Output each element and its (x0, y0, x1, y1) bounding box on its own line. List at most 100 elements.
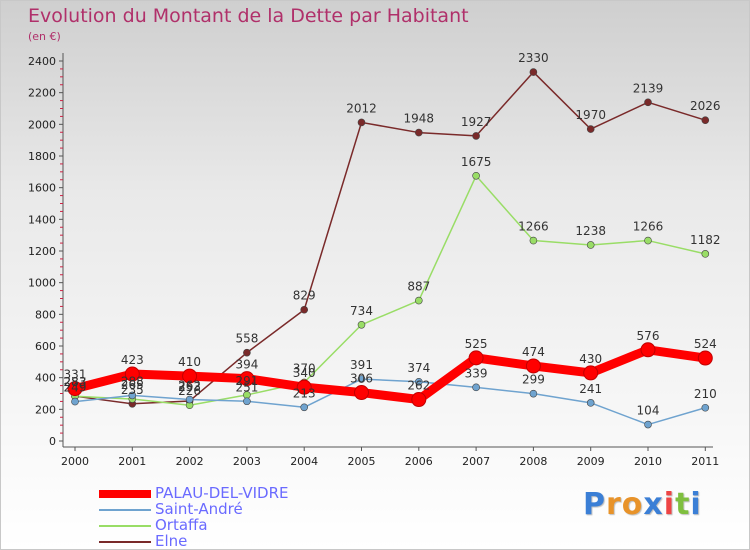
data-point (354, 385, 369, 401)
data-label: 291 (235, 374, 258, 388)
data-label: 2012 (346, 101, 377, 115)
data-label: 887 (407, 280, 430, 294)
data-point (357, 118, 366, 127)
data-point (472, 383, 480, 392)
data-point (701, 403, 710, 412)
data-label: 829 (293, 289, 316, 303)
data-point (586, 399, 595, 407)
data-label: 2330 (518, 51, 549, 65)
x-tick-label: 2002 (176, 455, 204, 468)
data-point (644, 420, 652, 429)
data-label: 339 (465, 366, 488, 380)
data-label: 391 (350, 358, 373, 372)
data-label: 1970 (575, 108, 606, 122)
legend-swatch (99, 490, 151, 498)
series-line (74, 175, 707, 406)
data-label: 251 (235, 380, 258, 394)
x-tick-label: 2003 (233, 455, 261, 468)
data-point (185, 395, 194, 404)
data-point (296, 379, 312, 395)
data-label: 734 (350, 304, 373, 318)
data-label: 1675 (461, 155, 492, 169)
data-point (472, 132, 480, 140)
series-palau-del-vidre (67, 342, 713, 408)
data-point (529, 236, 538, 245)
data-label: 1266 (633, 220, 664, 234)
data-label: 525 (465, 337, 488, 351)
data-label: 1927 (461, 115, 492, 129)
data-label: 283 (64, 375, 87, 389)
data-point (239, 371, 255, 387)
x-tick-label: 2007 (462, 455, 490, 468)
data-point (701, 116, 710, 125)
data-label: 2139 (633, 81, 664, 95)
data-point (71, 397, 79, 406)
y-tick-label: 2200 (28, 87, 56, 100)
series-line (70, 345, 710, 405)
y-tick-label: 600 (35, 340, 56, 353)
legend-label: Elne (155, 532, 188, 550)
x-tick-label: 2009 (577, 455, 605, 468)
data-point (357, 320, 366, 329)
data-point (414, 296, 423, 305)
data-point (128, 391, 137, 400)
data-point (529, 389, 538, 398)
x-tick-label: 2000 (61, 455, 89, 468)
data-label: 265 (121, 378, 144, 392)
data-label: 213 (293, 386, 316, 400)
x-tick-label: 2010 (634, 455, 662, 468)
x-tick-label: 2006 (405, 455, 433, 468)
data-point (67, 381, 83, 397)
data-label: 430 (579, 352, 602, 366)
data-label: 241 (579, 382, 602, 396)
data-label: 253 (178, 380, 201, 394)
data-label: 104 (637, 404, 660, 418)
y-tick-label: 1800 (28, 150, 56, 163)
data-point (472, 171, 480, 180)
legend-swatch (99, 541, 151, 543)
legend-label: PALAU-DEL-VIDRE (155, 484, 289, 502)
data-label: 1948 (404, 112, 435, 126)
data-label: 288 (121, 374, 144, 388)
data-point (640, 342, 656, 358)
data-label: 331 (64, 368, 87, 382)
y-tick-label: 1600 (28, 182, 56, 195)
proxiti-logo: Proxiti (583, 487, 702, 522)
data-label: 210 (694, 387, 717, 401)
x-tick-label: 2011 (691, 455, 719, 468)
data-point (468, 350, 484, 366)
data-point (414, 377, 423, 386)
data-label: 1238 (575, 224, 606, 238)
data-label: 576 (637, 329, 660, 343)
data-point (697, 350, 713, 366)
x-tick-label: 2005 (348, 455, 376, 468)
data-label: 306 (350, 372, 373, 386)
series-elne (71, 68, 710, 408)
y-tick-label: 2000 (28, 118, 56, 131)
series-line (74, 378, 707, 426)
data-point (529, 68, 538, 76)
chart-subtitle: (en €) (28, 30, 61, 43)
data-label: 262 (407, 379, 430, 393)
data-point (300, 305, 309, 314)
data-label: 423 (121, 353, 144, 367)
data-point (583, 365, 599, 381)
data-point (300, 403, 309, 412)
legend-label: Saint-André (155, 500, 243, 518)
data-label: 410 (178, 355, 201, 369)
data-label: 262 (178, 379, 201, 393)
data-label: 2026 (690, 99, 721, 113)
data-label: 283 (64, 375, 87, 389)
series-saint-andr- (71, 375, 710, 429)
data-point (414, 128, 423, 137)
data-point (182, 368, 198, 384)
data-point (357, 375, 366, 383)
data-label: 235 (121, 383, 144, 397)
data-point (243, 348, 251, 357)
x-tick-label: 2008 (519, 455, 547, 468)
y-tick-label: 1200 (28, 245, 56, 258)
chart-title: Evolution du Montant de la Dette par Hab… (28, 5, 469, 27)
data-label: 558 (235, 332, 258, 346)
